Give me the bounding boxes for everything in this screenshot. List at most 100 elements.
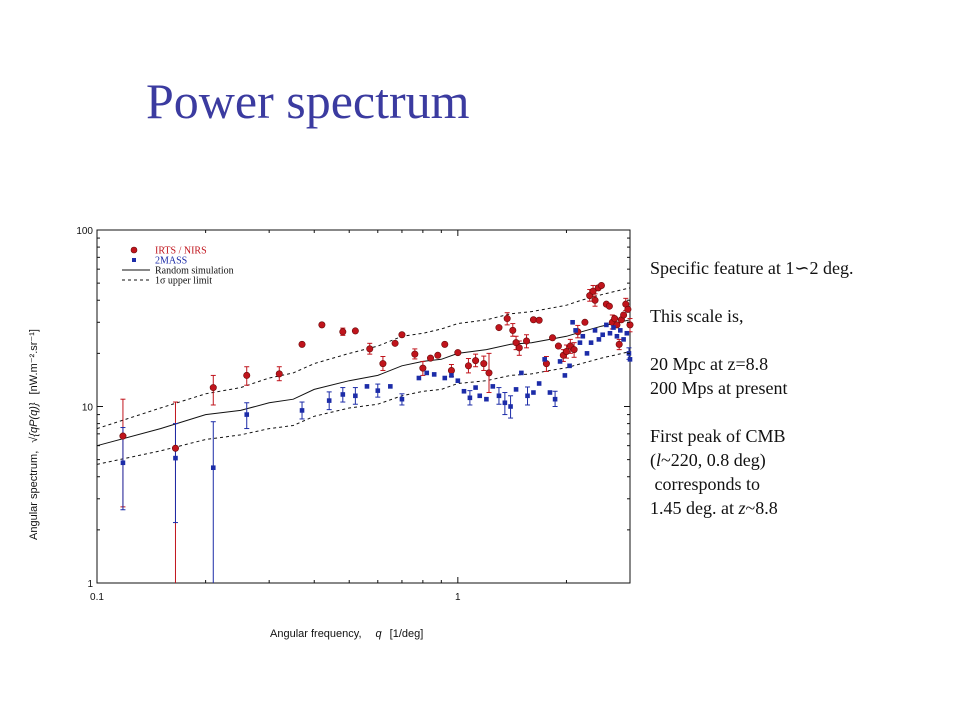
2mass-point xyxy=(399,396,405,402)
2mass-point xyxy=(519,370,524,376)
2mass-point xyxy=(496,393,502,399)
legend-label: Random simulation xyxy=(155,266,234,277)
2mass-point xyxy=(562,373,568,378)
y-tick-label: 10 xyxy=(82,403,94,414)
2mass-point xyxy=(552,396,558,402)
markers xyxy=(119,281,634,471)
curves xyxy=(96,287,631,465)
2mass-point xyxy=(611,325,616,330)
irts-point xyxy=(581,318,589,326)
2mass-point xyxy=(596,337,602,342)
2mass-point xyxy=(577,340,583,345)
upper-limit-curve-2 xyxy=(96,351,631,465)
2mass-point xyxy=(614,333,620,339)
irts-point xyxy=(351,327,359,335)
2mass-point xyxy=(375,388,381,393)
2mass-point xyxy=(624,330,630,336)
irts-point xyxy=(554,342,562,350)
note-cmb-z: z xyxy=(738,498,746,518)
irts-point xyxy=(615,340,623,348)
note-mpc-z: 20 Mpc at z=8.8 xyxy=(650,354,769,374)
2mass-point xyxy=(442,375,448,381)
2mass-point xyxy=(600,332,605,338)
irts-point xyxy=(562,347,570,355)
2mass-point xyxy=(536,381,542,386)
2mass-point xyxy=(588,340,594,345)
2mass-point xyxy=(604,322,609,328)
legend-label: 2MASS xyxy=(155,256,187,267)
error-bars xyxy=(120,284,633,583)
irts-point xyxy=(419,364,427,372)
2mass-point xyxy=(467,395,473,401)
2mass-point xyxy=(473,385,478,390)
irts-point xyxy=(411,350,419,358)
irts-point xyxy=(391,339,399,347)
irts-point xyxy=(611,315,619,323)
2mass-point xyxy=(542,357,547,362)
2mass-point xyxy=(484,396,489,402)
2mass-point xyxy=(299,408,305,413)
note-cmb-l: l xyxy=(656,450,662,470)
2mass-point xyxy=(567,363,572,369)
2mass-point xyxy=(573,328,578,333)
irts-point xyxy=(591,296,599,304)
2mass-point xyxy=(353,393,358,399)
2mass-point xyxy=(455,378,461,384)
irts-point xyxy=(454,349,462,357)
irts-point xyxy=(515,344,523,352)
note-cmb-rest: ~220, 0.8 deg) xyxy=(661,450,766,470)
irts-point xyxy=(398,331,406,339)
2mass-point xyxy=(502,400,508,406)
note-cmb-open: ( xyxy=(650,450,656,470)
irts-point xyxy=(275,370,283,378)
2mass-point xyxy=(621,337,626,342)
2mass-point xyxy=(173,455,178,461)
2mass-point xyxy=(431,372,437,377)
irts-point xyxy=(589,287,597,295)
2mass-point xyxy=(477,393,483,399)
axis-ticks: 0.1 1 1 10 100 xyxy=(76,226,631,603)
note-cmb-line4: 1.45 deg. at z~8.8 xyxy=(650,496,854,520)
x-axis-label-text: Angular frequency, xyxy=(270,628,362,640)
irts-point xyxy=(318,321,326,329)
2mass-point xyxy=(531,390,536,395)
2mass-point xyxy=(461,388,467,394)
2mass-point xyxy=(120,460,126,466)
legend-2mass-marker xyxy=(132,258,136,262)
irts-point xyxy=(605,302,613,310)
2mass-point xyxy=(513,387,519,392)
2mass-point xyxy=(570,319,575,325)
irts-point xyxy=(243,371,251,379)
irts-point xyxy=(570,346,578,354)
irts-point xyxy=(597,281,605,289)
2mass-point xyxy=(584,351,590,356)
2mass-point xyxy=(490,384,496,389)
2mass-point xyxy=(580,333,586,339)
irts-point xyxy=(427,354,435,362)
2mass-point xyxy=(326,398,332,403)
2mass-point xyxy=(416,375,422,381)
irts-point xyxy=(620,311,628,319)
x-tick-label: 0.1 xyxy=(90,592,104,603)
y-axis-label-text: Angular spectrum, xyxy=(28,451,40,540)
2mass-point xyxy=(607,330,613,336)
x-axis-label: Angular frequency, q [1/deg] xyxy=(270,628,423,640)
upper-limit-curve-1 xyxy=(96,287,631,430)
irts-point xyxy=(549,334,557,342)
legend-label: 1σ upper limit xyxy=(155,276,212,287)
y-axis-label-symbol: √{qP(q)} xyxy=(28,402,40,443)
irts-point xyxy=(626,321,634,329)
y-tick-label: 1 xyxy=(87,579,93,590)
note-mps-present: 200 Mps at present xyxy=(650,378,788,398)
irts-point xyxy=(171,444,179,452)
2mass-point xyxy=(210,465,216,471)
2mass-point xyxy=(508,404,513,409)
2mass-point xyxy=(340,392,346,397)
legend-label: IRTS / NIRS xyxy=(155,246,207,257)
2mass-point xyxy=(364,384,370,389)
2mass-point xyxy=(424,370,430,376)
2mass-point xyxy=(592,328,598,333)
irts-point xyxy=(447,366,455,374)
